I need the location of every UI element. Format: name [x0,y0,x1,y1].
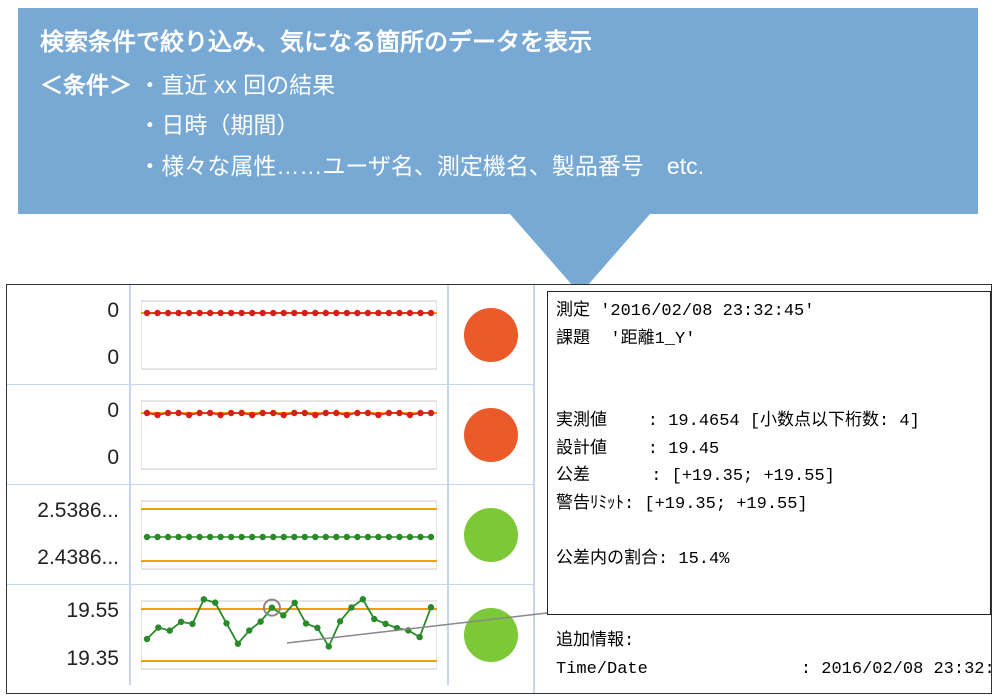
lower-value: 0 [17,346,119,370]
upper-value: 19.55 [17,599,119,623]
detail-design-value: 19.45 [668,440,719,459]
detail-task-label: 課題 [556,330,590,349]
cond-line-2: ・日時（期間） [138,112,299,138]
callout-conditions: ＜条件＞ ・直近 xx 回の結果 ・日時（期間） ・様々な属性……ユーザ名、測定… [40,65,956,186]
detail-ratio-label: 公差内の割合 [556,550,658,569]
value-cell: 2.5386... 2.4386... [7,485,131,584]
detail-task-value: '距離1_Y' [610,330,695,349]
lower-value: 19.35 [17,647,119,671]
status-dot [464,308,518,362]
upper-value: 0 [17,399,119,423]
detail-design-label: 設計値 [556,440,607,459]
status-cell [449,485,533,584]
chart-svg [141,291,437,379]
detail-tol-label: 公差 [556,467,590,486]
detail-ratio-value: 15.4% [678,550,729,569]
detail-addl-label: 追加情報: [556,632,634,651]
detail-td-value: 2016/02/08 23:32:45 [821,660,992,679]
table-row: 2.5386... 2.4386... [7,485,533,585]
detail-measure-label: 測定 [556,302,590,321]
status-dot [464,608,518,662]
value-cell: 0 0 [7,285,131,384]
value-cell: 19.55 19.35 [7,585,131,685]
lower-value: 0 [17,446,119,470]
status-cell [449,585,533,685]
table-row: 0 0 [7,285,533,385]
chart-svg [141,591,437,679]
callout-box: 検索条件で絞り込み、気になる箇所のデータを表示 ＜条件＞ ・直近 xx 回の結果… [18,8,978,214]
table-row: 19.55 19.35 [7,585,533,685]
cond-label: ＜条件＞ [40,72,132,98]
status-cell [449,285,533,384]
table-row: 0 0 [7,385,533,485]
callout-title: 検索条件で絞り込み、気になる箇所のデータを表示 [40,22,956,57]
upper-value: 0 [17,299,119,323]
status-cell [449,385,533,484]
chart-svg [141,491,437,579]
mini-chart[interactable] [131,385,449,484]
cond-lines: ・直近 xx 回の結果 ・日時（期間） ・様々な属性……ユーザ名、測定機名、製品… [138,65,704,186]
detail-warn-label: 警告ﾘﾐｯﾄ [556,495,624,514]
detail-actual-label: 実測値 [556,412,607,431]
detail-tol-value: [+19.35; +19.55] [672,467,835,486]
detail-actual-value: 19.4654 [小数点以下桁数: 4] [668,412,920,431]
detail-measure-value: '2016/02/08 23:32:45' [600,302,814,321]
cond-line-3: ・様々な属性……ユーザ名、測定機名、製品番号 etc. [138,153,704,179]
result-grid: 0 0 0 0 [7,285,535,693]
callout-pointer [510,214,650,294]
upper-value: 2.5386... [17,499,119,523]
mini-chart[interactable] [131,585,449,685]
detail-tooltip: 測定 '2016/02/08 23:32:45' 課題 '距離1_Y' 実測値 … [547,291,991,615]
lower-value: 2.4386... [17,546,119,570]
status-dot [464,408,518,462]
chart-svg [141,391,437,479]
detail-td-label: Time/Date [556,660,648,679]
mini-chart[interactable] [131,485,449,584]
status-dot [464,508,518,562]
mini-chart[interactable] [131,285,449,384]
result-panel: 0 0 0 0 [6,284,992,694]
cond-line-1: ・直近 xx 回の結果 [138,72,335,98]
value-cell: 0 0 [7,385,131,484]
detail-warn-value: [+19.35; +19.55] [644,495,807,514]
